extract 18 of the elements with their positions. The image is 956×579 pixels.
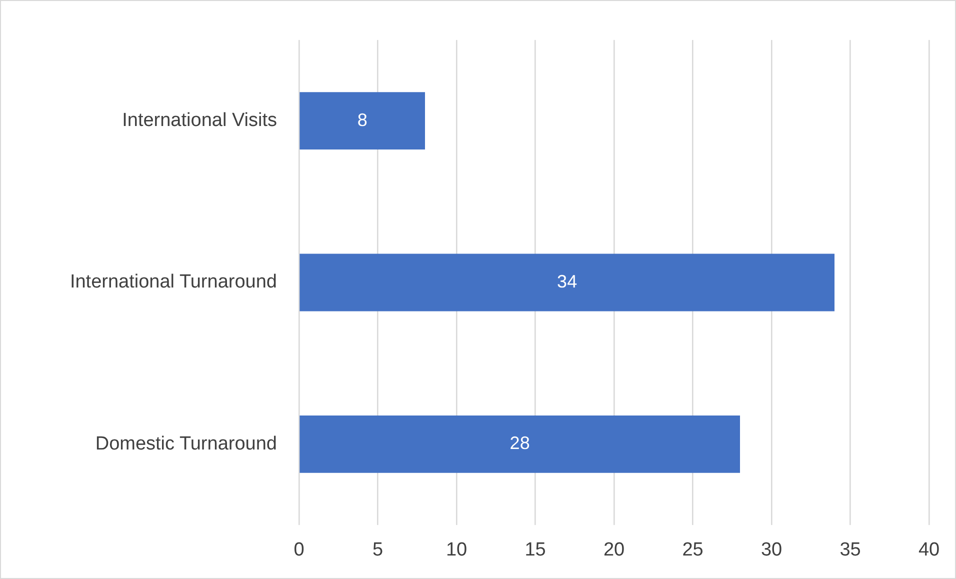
y-tick-label: International Turnaround: [70, 272, 277, 293]
data-label: 28: [510, 433, 530, 454]
bar: [300, 254, 834, 312]
x-tick-label: 10: [446, 540, 468, 561]
x-tick-label: 35: [840, 540, 861, 561]
y-tick-label: Domestic Turnaround: [95, 433, 277, 454]
x-tick-label: 5: [372, 540, 384, 561]
x-tick-label: 0: [294, 540, 304, 561]
x-tick-label: 30: [760, 540, 782, 561]
bar: [300, 415, 740, 473]
bar: [300, 92, 425, 150]
y-tick-label: International Visits: [122, 110, 277, 132]
x-tick-label: 15: [524, 540, 546, 561]
x-tick-label: 20: [603, 540, 625, 561]
x-tick-label: 25: [682, 540, 704, 561]
data-label: 8: [357, 110, 368, 130]
data-label: 34: [557, 271, 578, 292]
x-tick-label: 40: [918, 540, 940, 561]
